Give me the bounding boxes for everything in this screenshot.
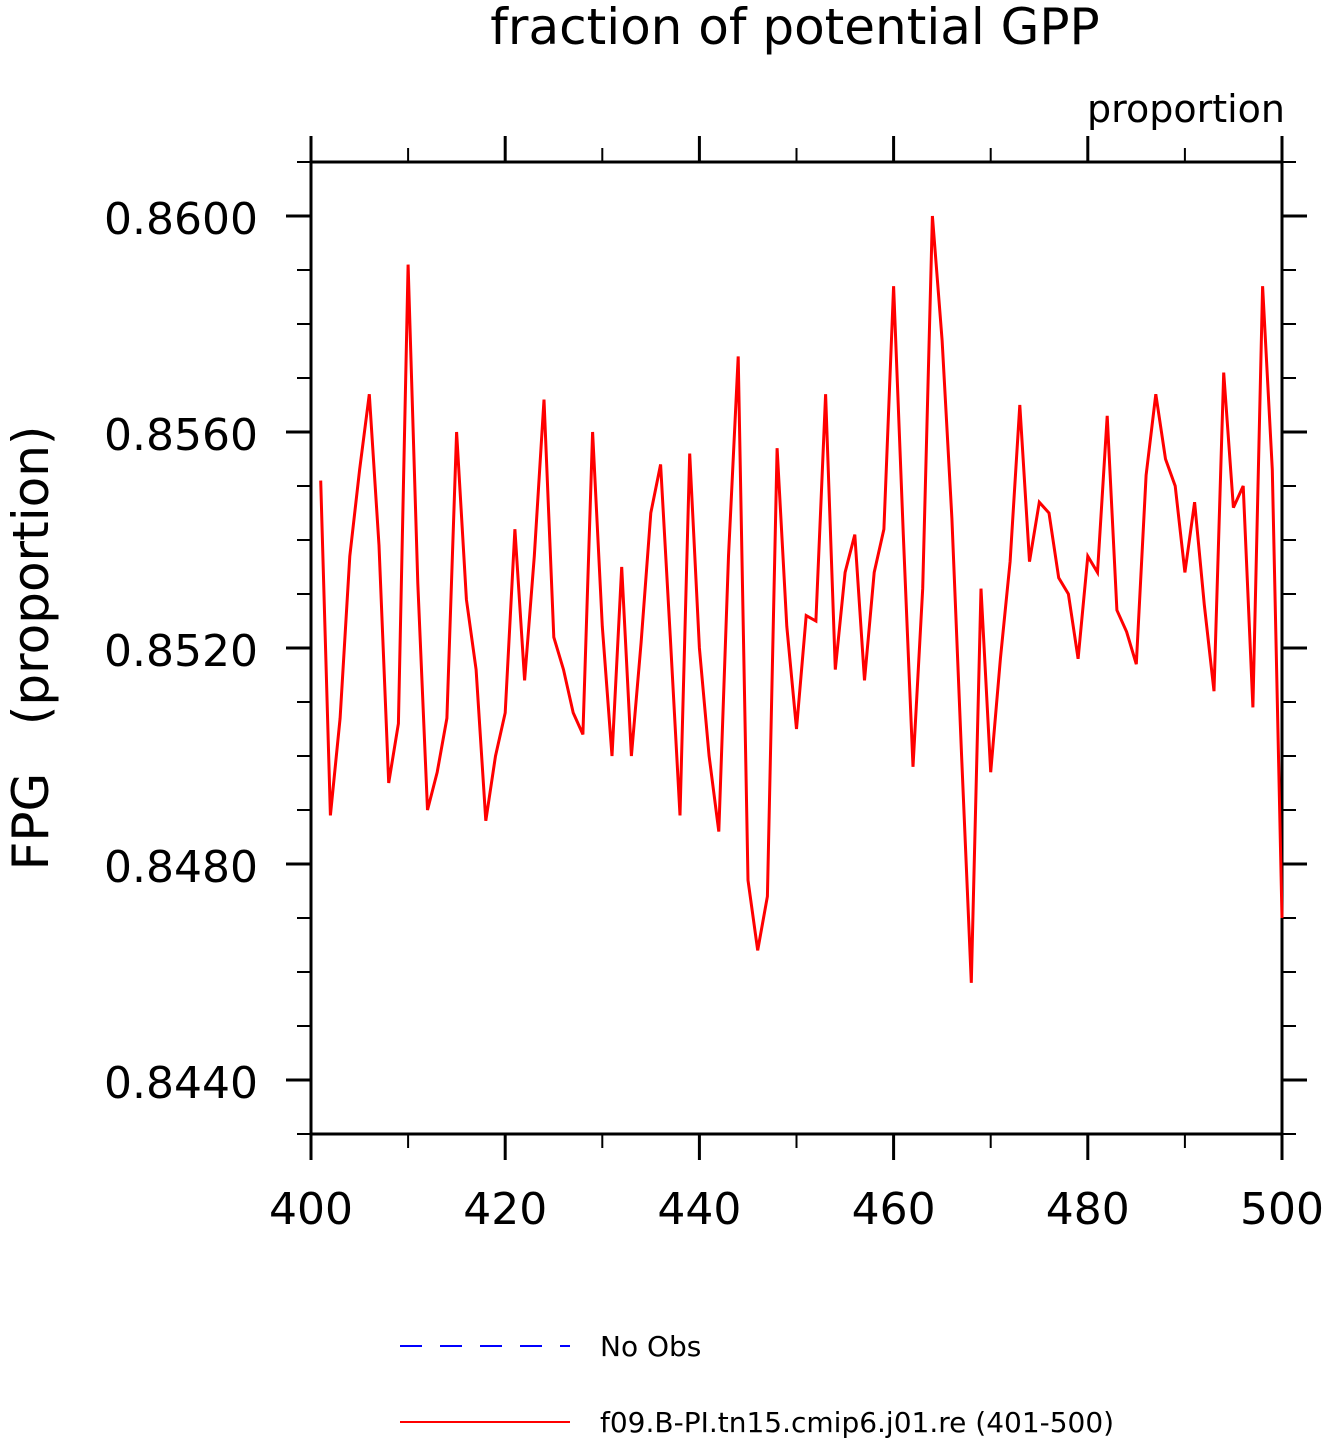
- legend-label-model: f09.B-PI.tn15.cmip6.j01.re (401-500): [600, 1406, 1114, 1439]
- series-line: [319, 215, 1284, 983]
- x-axis-ticks: 400 420 440 460 480 500: [269, 136, 1324, 1235]
- x-tick-label: 460: [852, 1184, 936, 1235]
- x-tick-label: 480: [1046, 1184, 1130, 1235]
- legend: No Obs f09.B-PI.tn15.cmip6.j01.re (401-5…: [400, 1330, 1114, 1439]
- y-tick-label: 0.8560: [104, 410, 258, 461]
- y-tick-label: 0.8480: [104, 842, 258, 893]
- y-axis-label: FPG (proportion): [2, 426, 60, 871]
- x-tick-label: 440: [657, 1184, 741, 1235]
- chart-title: fraction of potential GPP: [490, 0, 1099, 56]
- x-tick-label: 400: [269, 1184, 353, 1235]
- y-axis-ticks: 0.8440 0.8480 0.8520 0.8560 0.8600: [104, 161, 1307, 1135]
- legend-label-no-obs: No Obs: [600, 1330, 701, 1363]
- y-tick-label: 0.8520: [104, 626, 258, 677]
- x-tick-label: 500: [1240, 1184, 1324, 1235]
- y-tick-label: 0.8440: [104, 1058, 258, 1109]
- x-tick-label: 420: [463, 1184, 547, 1235]
- units-label: proportion: [1087, 87, 1285, 131]
- plot-frame: [309, 160, 1284, 1136]
- y-tick-label: 0.8600: [104, 194, 258, 245]
- series-layer: [319, 215, 1284, 983]
